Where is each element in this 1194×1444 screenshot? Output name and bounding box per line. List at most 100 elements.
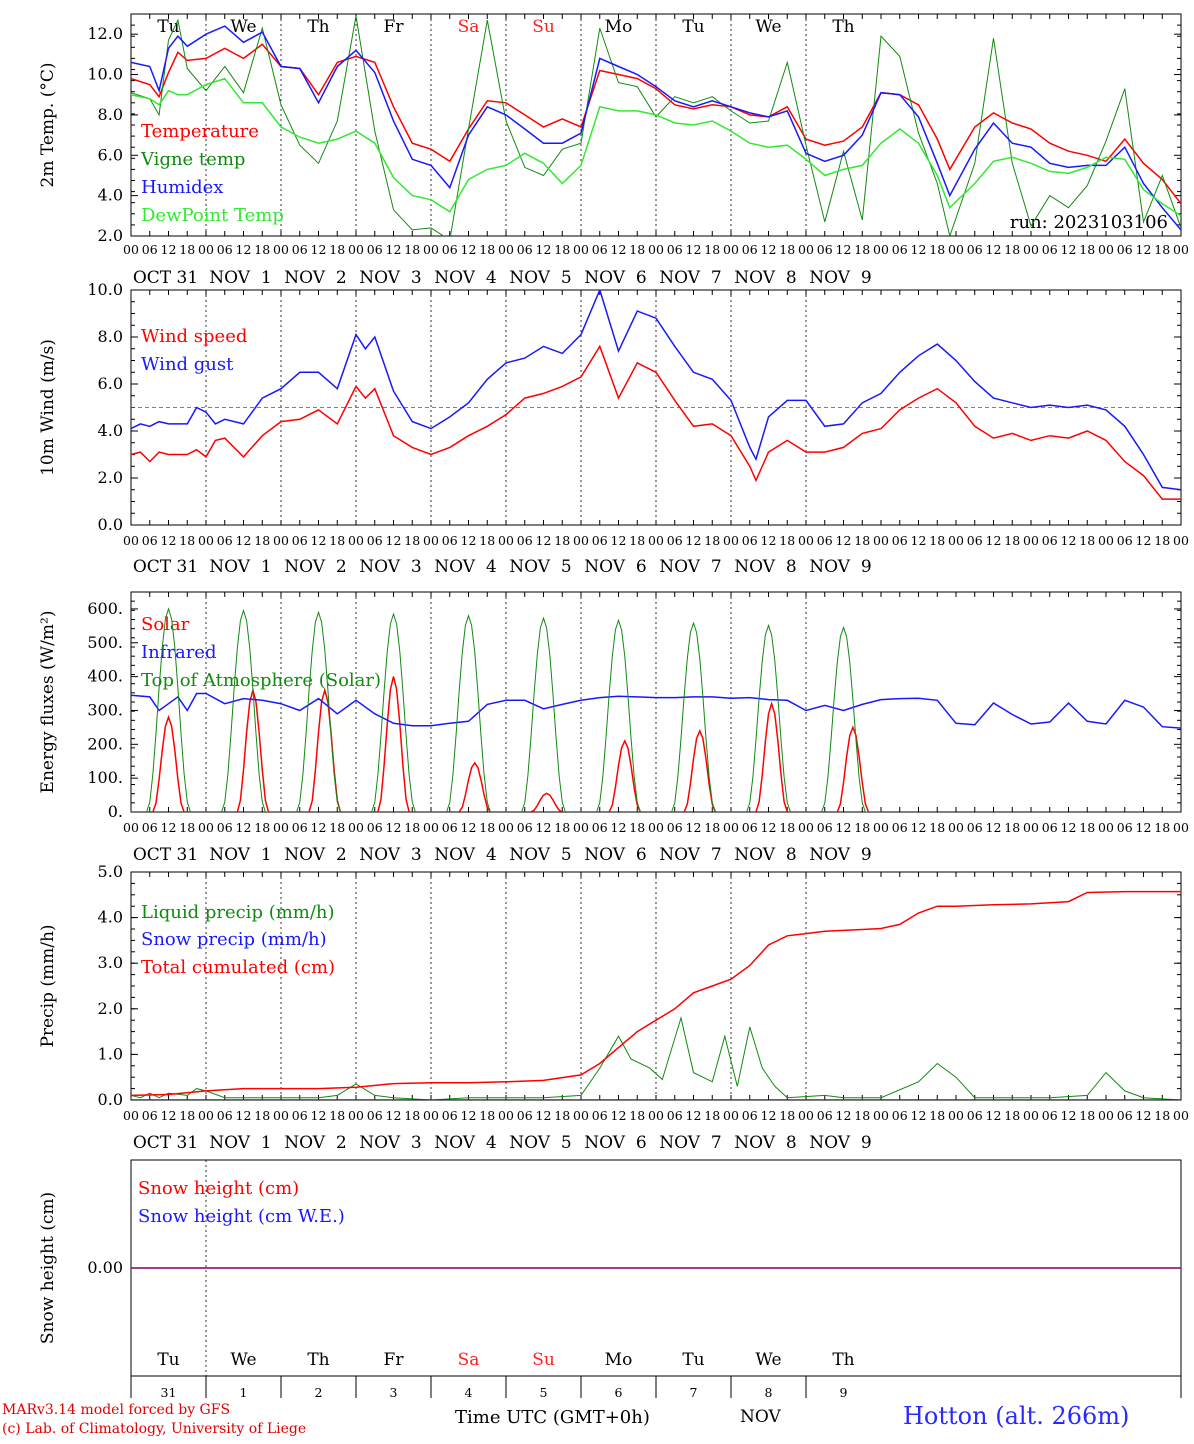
date-label: NOV 7 xyxy=(659,557,721,577)
hour-label: 00 xyxy=(423,242,439,257)
hour-label: 18 xyxy=(629,533,645,548)
date-label: NOV 8 xyxy=(734,268,796,288)
hour-label: 18 xyxy=(779,820,795,835)
hour-label: 06 xyxy=(142,242,158,257)
hour-label: 12 xyxy=(461,242,477,257)
hour-label: 00 xyxy=(348,820,364,835)
y-tick-label: 400. xyxy=(87,667,123,686)
hour-label: 12 xyxy=(461,820,477,835)
hour-label: 06 xyxy=(1042,242,1058,257)
hour-label: 00 xyxy=(573,533,589,548)
y-tick-label: 0.0 xyxy=(98,515,123,534)
y-tick-label: 0.00 xyxy=(87,1258,123,1277)
date-label: NOV 3 xyxy=(359,557,421,577)
date-label: NOV 9 xyxy=(809,845,871,865)
y-tick-label: 4.0 xyxy=(98,908,123,927)
hour-label: 18 xyxy=(179,820,195,835)
hour-label: 06 xyxy=(892,242,908,257)
date-label: OCT 31 xyxy=(133,845,198,865)
hour-label: 12 xyxy=(386,820,402,835)
date-label: NOV 6 xyxy=(584,845,646,865)
hour-label: 06 xyxy=(367,533,383,548)
month-label: NOV xyxy=(740,1407,781,1427)
hour-label: 00 xyxy=(873,242,889,257)
hour-label: 00 xyxy=(348,242,364,257)
hour-label: 12 xyxy=(1136,533,1152,548)
hour-label: 12 xyxy=(611,242,627,257)
hour-label: 12 xyxy=(611,1108,627,1123)
day-number: 4 xyxy=(465,1385,473,1400)
hour-label: 18 xyxy=(1004,1108,1020,1123)
hour-label: 18 xyxy=(1079,242,1095,257)
hour-label: 06 xyxy=(592,533,608,548)
y-tick-label: 3.0 xyxy=(98,953,123,972)
hour-label: 00 xyxy=(1098,533,1114,548)
hour-label: 00 xyxy=(198,1108,214,1123)
legend-entry: Wind gust xyxy=(141,354,234,375)
hour-label: 00 xyxy=(648,820,664,835)
legend-entry: Snow height (cm W.E.) xyxy=(138,1206,345,1227)
day-number: 3 xyxy=(390,1385,398,1400)
hour-label: 18 xyxy=(704,533,720,548)
hour-label: 06 xyxy=(367,242,383,257)
day-name: We xyxy=(230,17,256,37)
hour-label: 18 xyxy=(554,820,570,835)
hour-label: 06 xyxy=(967,242,983,257)
hour-label: 00 xyxy=(723,533,739,548)
date-label: OCT 31 xyxy=(133,268,198,288)
date-label: NOV 2 xyxy=(284,1133,346,1153)
hour-label: 00 xyxy=(123,1108,139,1123)
hour-label: 12 xyxy=(236,820,252,835)
hour-label: 00 xyxy=(1173,1108,1189,1123)
hour-label: 00 xyxy=(273,1108,289,1123)
hour-label: 18 xyxy=(254,533,270,548)
hour-label: 12 xyxy=(1136,1108,1152,1123)
hour-label: 00 xyxy=(873,533,889,548)
hour-label: 00 xyxy=(573,1108,589,1123)
hour-label: 06 xyxy=(967,533,983,548)
day-number: 2 xyxy=(315,1385,323,1400)
hour-label: 06 xyxy=(367,1108,383,1123)
hour-label: 12 xyxy=(836,242,852,257)
hour-label: 06 xyxy=(442,242,458,257)
hour-label: 12 xyxy=(536,820,552,835)
hour-label: 00 xyxy=(723,1108,739,1123)
hour-label: 12 xyxy=(986,820,1002,835)
hour-label: 06 xyxy=(742,1108,758,1123)
hour-label: 12 xyxy=(1061,242,1077,257)
hour-label: 06 xyxy=(967,820,983,835)
hour-label: 00 xyxy=(273,242,289,257)
hour-label: 00 xyxy=(423,820,439,835)
day-number: 5 xyxy=(540,1385,548,1400)
legend-entry: Snow precip (mm/h) xyxy=(141,929,327,950)
hour-label: 00 xyxy=(1023,820,1039,835)
hour-label: 06 xyxy=(742,820,758,835)
y-tick-label: 0. xyxy=(108,802,123,821)
hour-label: 00 xyxy=(123,242,139,257)
hour-label: 06 xyxy=(292,533,308,548)
date-label: NOV 8 xyxy=(734,845,796,865)
date-label: NOV 7 xyxy=(659,268,721,288)
hour-label: 12 xyxy=(686,242,702,257)
date-label: NOV 6 xyxy=(584,1133,646,1153)
hour-label: 06 xyxy=(442,533,458,548)
date-label: OCT 31 xyxy=(133,1133,198,1153)
series-wind-gust xyxy=(131,290,1181,491)
hour-label: 12 xyxy=(836,820,852,835)
y-axis-title: 2m Temp. (°C) xyxy=(38,62,58,187)
hour-label: 18 xyxy=(554,533,570,548)
hour-label: 06 xyxy=(142,1108,158,1123)
date-label: NOV 1 xyxy=(209,845,271,865)
hour-label: 12 xyxy=(686,820,702,835)
y-tick-label: 2.0 xyxy=(98,226,123,245)
y-tick-label: 300. xyxy=(87,700,123,719)
legend-entry: Snow height (cm) xyxy=(138,1178,299,1199)
day-name: Mo xyxy=(605,1350,633,1370)
hour-label: 12 xyxy=(461,533,477,548)
time-axis-title: Time UTC (GMT+0h) xyxy=(455,1407,650,1428)
day-name: Su xyxy=(532,1350,555,1370)
hour-label: 00 xyxy=(423,1108,439,1123)
y-tick-label: 600. xyxy=(87,599,123,618)
hour-label: 18 xyxy=(704,820,720,835)
